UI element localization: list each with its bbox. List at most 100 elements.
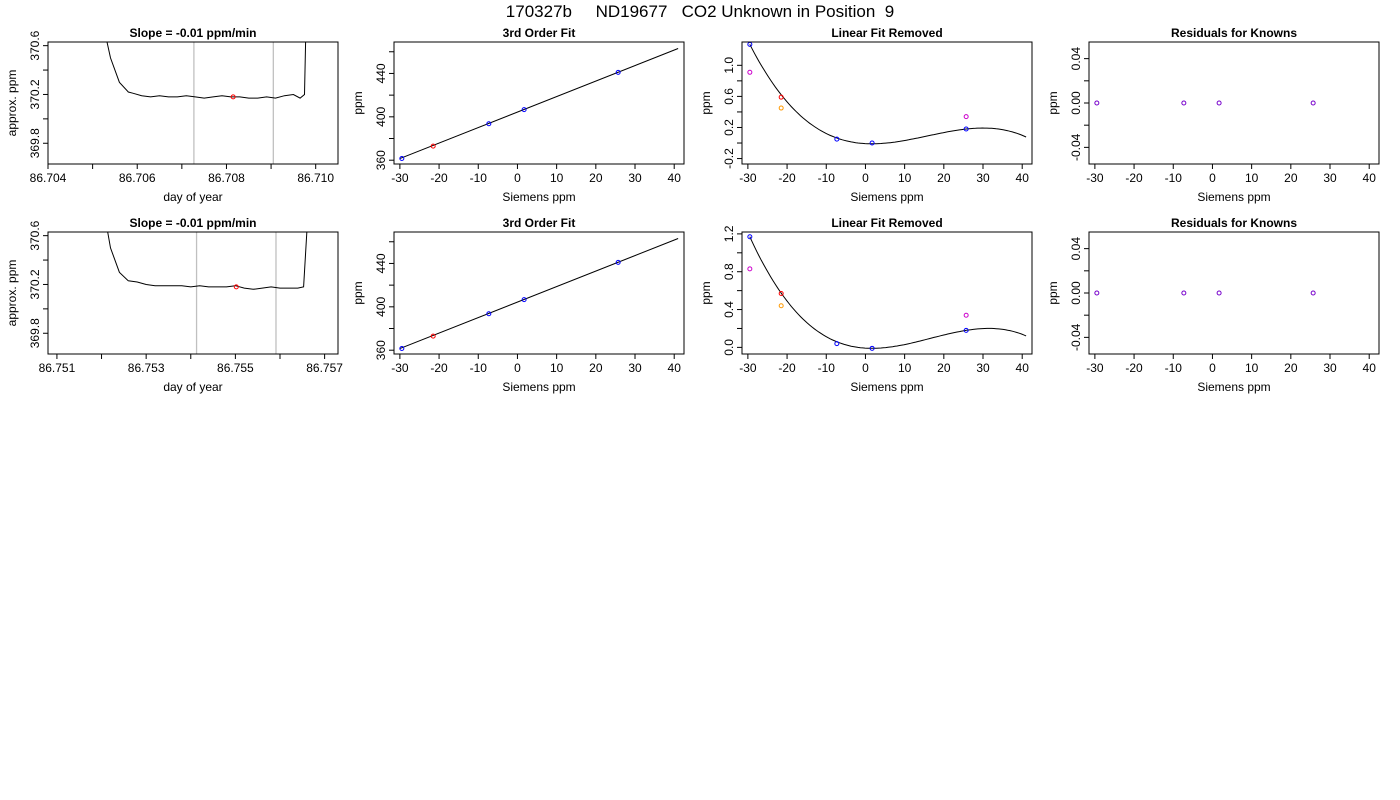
- y-tick-label: 360: [374, 150, 388, 170]
- x-tick-label: 40: [668, 361, 682, 375]
- x-tick-label: 20: [1284, 361, 1298, 375]
- plot-area: [749, 44, 1027, 145]
- y-tick-label: 0.0: [722, 339, 736, 356]
- y-tick-label: 369.8: [28, 318, 42, 348]
- data-point: [521, 297, 527, 303]
- panel-row2-col4: Residuals for Knowns -30 -20 -10 0 10 20 30 40 -0…: [1046, 216, 1380, 394]
- panel-row1-col2: 3rd Order Fit -30 -20 -10 0 10 20 30 40 360 400 440…: [351, 26, 685, 204]
- x-axis-label: Siemens ppm: [1197, 380, 1270, 394]
- data-point: [747, 234, 753, 240]
- y-tick-label: 0.04: [1069, 47, 1083, 71]
- data-point: [399, 345, 405, 351]
- y-tick-label: -0.04: [1069, 133, 1083, 161]
- x-tick-label: -10: [470, 361, 488, 375]
- panel-title: 3rd Order Fit: [503, 26, 576, 40]
- x-axis-label: day of year: [163, 190, 222, 204]
- data-point: [963, 126, 969, 132]
- x-tick-label: 0: [862, 171, 869, 185]
- y-tick-label: 0.8: [722, 263, 736, 280]
- data-point: [521, 107, 527, 113]
- x-axis-label: Siemens ppm: [850, 380, 923, 394]
- y-tick-label: 400: [374, 296, 388, 316]
- x-tick-label: 10: [550, 171, 564, 185]
- y-axis-label: approx. ppm: [5, 260, 19, 327]
- data-point: [430, 333, 436, 339]
- plot-frame: [741, 231, 1033, 355]
- data-point: [778, 290, 784, 296]
- data-point: [486, 311, 492, 317]
- data-point: [1216, 290, 1222, 296]
- y-axis-label: ppm: [1046, 91, 1060, 114]
- unknown-marker: [230, 94, 236, 100]
- fit-line: [399, 238, 679, 350]
- panel-row2-col3: Linear Fit Removed -30 -20 -10 0 10 20 30 40 0.0 0…: [699, 216, 1033, 394]
- fit-curve: [749, 236, 1027, 349]
- plot-frame: [393, 231, 685, 355]
- data-point: [834, 341, 840, 347]
- plot-area: [749, 236, 1027, 349]
- plot-area: [399, 238, 679, 350]
- data-point: [834, 136, 840, 142]
- series-line: [107, 232, 308, 290]
- x-axis-label: Siemens ppm: [502, 190, 575, 204]
- x-tick-label: 20: [589, 361, 603, 375]
- data-point: [778, 94, 784, 100]
- y-tick-label: 0.04: [1069, 237, 1083, 261]
- x-tick-label: -10: [470, 171, 488, 185]
- x-tick-label: 0: [514, 361, 521, 375]
- data-point: [1094, 290, 1100, 296]
- x-tick-label: -20: [778, 171, 796, 185]
- data-point: [486, 121, 492, 127]
- fit-curve: [749, 44, 1027, 145]
- data-point: [869, 140, 875, 146]
- y-axis-label: approx. ppm: [5, 70, 19, 137]
- data-point: [778, 105, 784, 111]
- y-tick-label: 0.4: [722, 301, 736, 318]
- y-tick-label: 1.2: [722, 225, 736, 242]
- panel-row1-col1: Slope = -0.01 ppm/min 86.704 86.706 86.708 8…: [5, 26, 339, 204]
- x-tick-label: -30: [391, 361, 409, 375]
- panel-title: 3rd Order Fit: [503, 216, 576, 230]
- x-tick-label: -20: [778, 361, 796, 375]
- data-point: [963, 327, 969, 333]
- x-tick-label: 0: [514, 171, 521, 185]
- y-tick-label: 440: [374, 63, 388, 83]
- x-tick-label: 30: [1323, 171, 1337, 185]
- x-tick-label: 10: [898, 171, 912, 185]
- x-tick-label: 10: [550, 361, 564, 375]
- y-tick-label: 370.6: [28, 30, 42, 60]
- data-point: [747, 266, 753, 272]
- plot-area: [399, 48, 679, 160]
- x-axis-label: Siemens ppm: [850, 190, 923, 204]
- y-tick-label: 400: [374, 106, 388, 126]
- x-tick-label: -30: [1086, 361, 1104, 375]
- x-tick-label: 86.706: [119, 171, 156, 185]
- x-tick-label: 30: [1323, 361, 1337, 375]
- x-tick-label: 86.755: [217, 361, 254, 375]
- panel-row2-col1: Slope = -0.01 ppm/min 86.751 86.753 86.755 8…: [5, 216, 343, 394]
- data-point: [1181, 100, 1187, 106]
- x-tick-label: -20: [1125, 171, 1143, 185]
- panel-title: Linear Fit Removed: [831, 26, 942, 40]
- y-tick-label: 1.0: [722, 57, 736, 74]
- data-point: [963, 114, 969, 120]
- y-tick-label: 0.2: [722, 119, 736, 136]
- x-tick-label: -10: [1165, 171, 1183, 185]
- data-point: [1094, 100, 1100, 106]
- y-axis-label: ppm: [351, 281, 365, 304]
- x-tick-label: 0: [1209, 171, 1216, 185]
- data-point: [1310, 100, 1316, 106]
- x-tick-label: 30: [628, 171, 642, 185]
- data-point: [615, 69, 621, 75]
- y-tick-label: 0.00: [1069, 281, 1083, 305]
- x-tick-label: 10: [1245, 361, 1259, 375]
- panel-row1-col4: Residuals for Knowns -30 -20 -10 0 10 20 30 40 -0…: [1046, 26, 1380, 204]
- x-tick-label: 86.708: [208, 171, 245, 185]
- x-tick-label: 30: [976, 171, 990, 185]
- unknown-marker: [233, 284, 239, 290]
- panel-title: Residuals for Knowns: [1171, 26, 1297, 40]
- panel-title: Linear Fit Removed: [831, 216, 942, 230]
- y-tick-label: 370.2: [28, 269, 42, 299]
- x-tick-label: -30: [739, 171, 757, 185]
